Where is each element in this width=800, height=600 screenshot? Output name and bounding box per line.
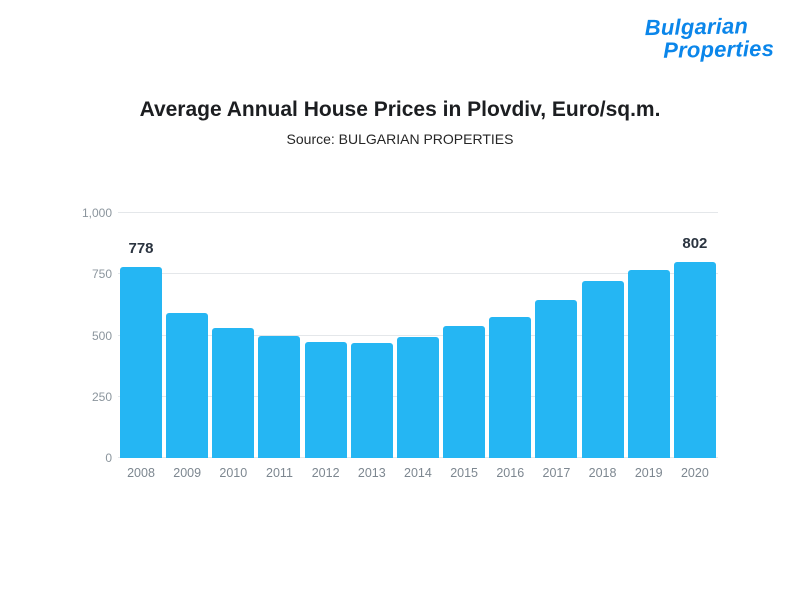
logo-line2: Properties bbox=[663, 36, 775, 64]
bar-2014 bbox=[396, 337, 439, 458]
x-tick-label-2010: 2010 bbox=[219, 466, 248, 480]
bar-group-2020: 802 2020 bbox=[673, 213, 716, 480]
x-tick-label-2011: 2011 bbox=[266, 466, 293, 480]
gridline bbox=[118, 212, 718, 213]
bar-chart: 0 250 500 750 1,000 778 2008 2009 2010 2011 2012 2… bbox=[78, 206, 718, 480]
bar-group-2014: 2014 bbox=[396, 213, 439, 480]
y-tick-label: 500 bbox=[91, 328, 112, 343]
bar-2013 bbox=[350, 342, 393, 458]
bar-2019 bbox=[627, 270, 670, 458]
bar-2009 bbox=[166, 313, 209, 458]
bar-2020 bbox=[673, 261, 716, 458]
bar-group-2016: 2016 bbox=[489, 213, 532, 480]
bar-group-2018: 2018 bbox=[581, 213, 624, 480]
y-tick-label: 250 bbox=[91, 389, 112, 404]
y-tick-label: 1,000 bbox=[81, 206, 112, 220]
bar-2010 bbox=[212, 328, 255, 458]
bars: 778 2008 2009 2010 2011 2012 2013 2014 2015 2016 2… bbox=[120, 213, 716, 480]
y-tick-label: 750 bbox=[91, 267, 112, 282]
bar-group-2019: 2019 bbox=[627, 213, 670, 480]
x-tick-label-2009: 2009 bbox=[173, 466, 202, 480]
bar-2018 bbox=[581, 281, 624, 458]
x-tick-label-2019: 2019 bbox=[634, 466, 663, 480]
bar-2015 bbox=[443, 326, 486, 458]
bar-2017 bbox=[535, 300, 578, 458]
bar-2016 bbox=[489, 316, 532, 458]
chart-title: Average Annual House Prices in Plovdiv, … bbox=[139, 98, 661, 121]
bulgarian-properties-logo: Bulgarian Properties bbox=[645, 13, 775, 64]
bar-2008 bbox=[120, 267, 162, 458]
plot-area: 778 2008 2009 2010 2011 2012 2013 2014 2015 2016 2… bbox=[118, 212, 718, 480]
x-tick-label-2020: 2020 bbox=[680, 466, 709, 480]
x-tick-label-2017: 2017 bbox=[542, 466, 571, 480]
bar-group-2012: 2012 bbox=[304, 213, 347, 480]
x-tick-label-2015: 2015 bbox=[450, 466, 478, 480]
x-tick-label-2012: 2012 bbox=[311, 466, 340, 480]
x-tick-label-2008: 2008 bbox=[127, 466, 155, 480]
bar-group-2010: 2010 bbox=[212, 213, 255, 480]
gridline bbox=[118, 273, 718, 275]
gridline bbox=[118, 334, 718, 336]
bar-group-2008: 778 2008 bbox=[120, 213, 162, 480]
x-tick-label-2013: 2013 bbox=[357, 466, 386, 480]
bar-group-2013: 2013 bbox=[350, 213, 393, 480]
chart-subtitle: Source: BULGARIAN PROPERTIES bbox=[286, 131, 514, 147]
x-tick-label-2014: 2014 bbox=[404, 466, 432, 480]
bar-group-2009: 2009 bbox=[166, 213, 209, 480]
bar-2012 bbox=[304, 342, 347, 458]
bar-group-2011: 2011 bbox=[258, 213, 301, 480]
y-tick-label: 0 bbox=[105, 451, 112, 465]
value-label-2020: 802 bbox=[682, 234, 708, 252]
bar-group-2017: 2017 bbox=[535, 213, 578, 480]
value-label-2008: 778 bbox=[128, 240, 154, 258]
bar-2011 bbox=[258, 336, 301, 458]
y-axis: 0 250 500 750 1,000 bbox=[78, 206, 112, 465]
x-tick-label-2018: 2018 bbox=[588, 466, 617, 480]
x-tick-label-2016: 2016 bbox=[496, 466, 525, 480]
bar-group-2015: 2015 bbox=[443, 213, 486, 480]
